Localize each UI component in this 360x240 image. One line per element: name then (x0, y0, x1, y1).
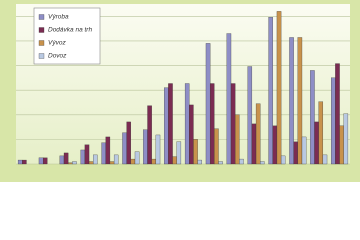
bar (168, 83, 173, 165)
bar (301, 136, 307, 165)
bar (289, 37, 294, 165)
bar (68, 162, 73, 165)
bar (343, 113, 349, 165)
bar (126, 121, 131, 165)
legend-label: Vývoz (48, 40, 66, 47)
bar (214, 128, 219, 165)
bar (113, 154, 119, 165)
bar (105, 136, 111, 165)
bar (109, 161, 115, 165)
chart: Výroba Dodávka na trh Vývoz Dovoz (0, 0, 360, 182)
bar (59, 155, 65, 165)
legend-swatch (38, 40, 45, 46)
legend-swatch (38, 14, 45, 20)
bar (226, 33, 232, 165)
bar (209, 83, 215, 165)
bar (122, 132, 127, 165)
bar (272, 125, 278, 165)
bar (189, 104, 194, 165)
bar (230, 83, 236, 165)
legend-swatch (38, 53, 45, 59)
bar (172, 156, 177, 165)
bar (322, 154, 328, 165)
bar (151, 158, 157, 165)
legend (33, 7, 101, 65)
bar (268, 17, 273, 165)
bar (155, 134, 161, 165)
bar (93, 154, 98, 165)
bar (314, 121, 319, 165)
bar (235, 114, 240, 165)
bar (101, 142, 106, 165)
bar (134, 151, 140, 165)
bar (164, 87, 169, 165)
bar (22, 159, 27, 165)
bar (176, 141, 182, 165)
bar (193, 139, 198, 165)
bar (130, 158, 136, 165)
bar (280, 155, 286, 165)
legend-swatch (38, 27, 45, 33)
bar (88, 161, 94, 165)
bar (147, 105, 152, 165)
bar (335, 63, 340, 165)
bar (197, 159, 202, 165)
legend-label: Dovoz (48, 53, 67, 60)
bar (251, 123, 257, 165)
bar (239, 158, 244, 165)
bar (143, 129, 148, 165)
bar (72, 161, 77, 165)
bar (276, 11, 282, 165)
bar (297, 37, 303, 165)
bar (293, 141, 298, 165)
bar (318, 101, 324, 165)
bar (17, 159, 23, 165)
bar (260, 161, 265, 165)
legend-label: Výroba (48, 14, 69, 21)
bar (80, 149, 86, 165)
bar (247, 66, 253, 165)
bar (42, 157, 48, 165)
bar (84, 144, 90, 165)
bar (205, 43, 211, 165)
bar (218, 161, 223, 165)
bar (63, 152, 69, 165)
bar (184, 83, 190, 165)
bar (339, 125, 344, 165)
bar (255, 103, 261, 165)
bar (310, 70, 315, 165)
bar (331, 77, 336, 165)
bar (38, 157, 44, 165)
legend-label: Dodávka na trh (48, 27, 92, 34)
